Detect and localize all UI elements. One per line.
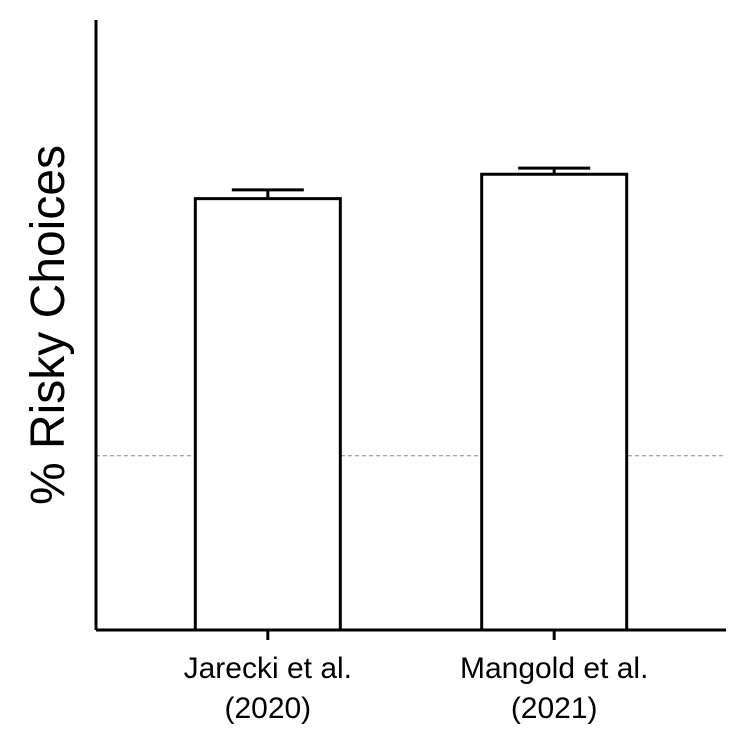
- x-tick-label-1-1: (2021): [511, 692, 598, 725]
- x-tick-label-0-0: Jarecki et al.: [184, 652, 352, 685]
- x-tick-label-1-0: Mangold et al.: [460, 652, 648, 685]
- bar-1: [480, 172, 629, 632]
- x-tick-label-0-1: (2020): [224, 692, 311, 725]
- bar-0: [193, 197, 342, 632]
- y-axis-label: % Risky Choices: [22, 145, 75, 505]
